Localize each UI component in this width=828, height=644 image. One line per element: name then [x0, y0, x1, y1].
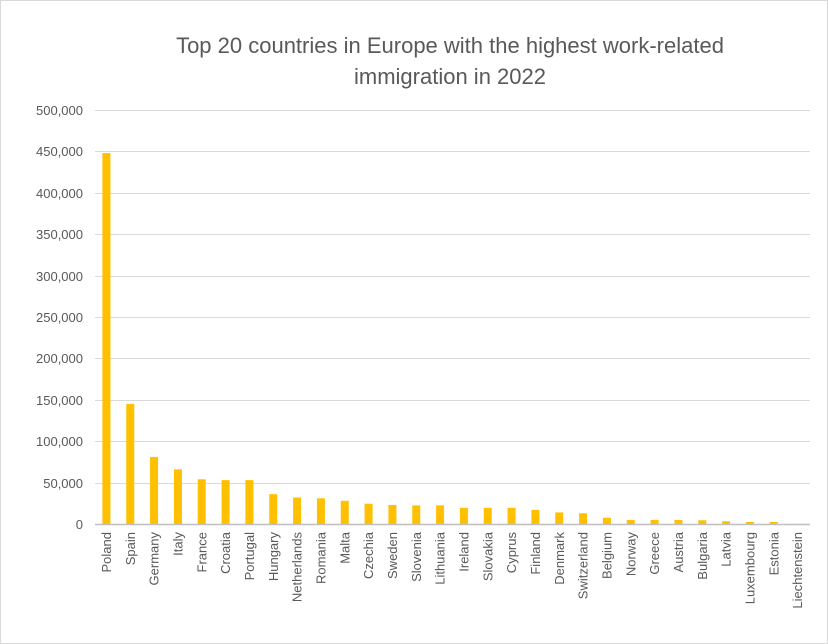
- y-tick-label: 350,000: [36, 227, 83, 242]
- x-tick-label: Switzerland: [576, 532, 591, 599]
- x-tick-label: Slovenia: [409, 531, 424, 582]
- y-tick-label: 100,000: [36, 434, 83, 449]
- bar-denmark: [555, 512, 564, 524]
- x-tick-label: Italy: [170, 532, 185, 556]
- bar-italy: [173, 469, 182, 524]
- bar-poland: [102, 153, 111, 524]
- y-tick-label: 300,000: [36, 269, 83, 284]
- x-tick-label: Netherlands: [290, 532, 305, 603]
- bar-germany: [150, 456, 159, 524]
- x-tick-label: Slovakia: [480, 531, 495, 581]
- x-tick-label: Finland: [528, 532, 543, 575]
- x-tick-label: Lithuania: [433, 531, 448, 585]
- x-tick-label: Cyprus: [504, 532, 519, 574]
- x-tick-label: Malta: [337, 531, 352, 564]
- chart-title-line-1: Top 20 countries in Europe with the high…: [176, 33, 724, 58]
- bar-ireland: [459, 507, 468, 524]
- y-tick-label: 450,000: [36, 144, 83, 159]
- chart-title-line-2: immigration in 2022: [354, 64, 546, 89]
- bar-portugal: [245, 480, 254, 524]
- y-tick-label: 150,000: [36, 393, 83, 408]
- y-tick-label: 500,000: [36, 103, 83, 118]
- x-tick-label: Romania: [313, 531, 328, 584]
- bar-cyprus: [507, 507, 516, 524]
- y-tick-label: 200,000: [36, 351, 83, 366]
- bar-france: [197, 479, 206, 524]
- bar-croatia: [221, 480, 230, 524]
- bar-malta: [340, 500, 349, 524]
- bar-austria: [674, 519, 683, 524]
- x-tick-label: Portugal: [242, 532, 257, 581]
- bar-czechia: [364, 503, 373, 524]
- x-tick-label: Latvia: [719, 531, 734, 566]
- bar-finland: [531, 509, 540, 524]
- x-tick-label: Greece: [647, 532, 662, 575]
- x-tick-label: Hungary: [266, 532, 281, 582]
- x-tick-label: Spain: [123, 532, 138, 565]
- x-tick-label: Sweden: [385, 532, 400, 579]
- bar-belgium: [602, 517, 611, 524]
- bar-hungary: [269, 494, 278, 524]
- x-tick-label: Bulgaria: [695, 531, 710, 579]
- bar-norway: [626, 519, 635, 524]
- bar-greece: [650, 519, 659, 524]
- x-tick-label: Croatia: [218, 531, 233, 574]
- x-tick-label: Czechia: [361, 531, 376, 579]
- x-tick-label: Liechtenstein: [790, 532, 805, 609]
- x-tick-label: Poland: [99, 532, 114, 572]
- bar-netherlands: [293, 497, 302, 524]
- bar-luxembourg: [745, 521, 754, 524]
- x-tick-label: Ireland: [456, 532, 471, 572]
- bar-switzerland: [579, 513, 588, 524]
- bar-bulgaria: [698, 520, 707, 524]
- y-tick-label: 400,000: [36, 186, 83, 201]
- x-tick-label: Luxembourg: [742, 532, 757, 604]
- x-tick-label: Belgium: [599, 532, 614, 579]
- y-tick-label: 0: [76, 517, 83, 532]
- x-tick-label: Austria: [671, 531, 686, 572]
- bar-lithuania: [436, 505, 445, 524]
- x-tick-label: Denmark: [552, 532, 567, 585]
- x-tick-label: Estonia: [766, 531, 781, 575]
- chart-title: Top 20 countries in Europe with the high…: [100, 30, 800, 92]
- y-tick-label: 50,000: [43, 476, 83, 491]
- bar-slovenia: [412, 505, 421, 524]
- bar-latvia: [722, 521, 731, 524]
- bar-estonia: [769, 521, 778, 524]
- bar-sweden: [388, 504, 397, 524]
- bar-slovakia: [483, 507, 492, 524]
- x-tick-label: Norway: [623, 532, 638, 577]
- bar-spain: [126, 403, 135, 524]
- y-tick-label: 250,000: [36, 310, 83, 325]
- x-tick-label: Germany: [147, 532, 162, 586]
- x-tick-label: France: [194, 532, 209, 572]
- bar-romania: [316, 498, 325, 524]
